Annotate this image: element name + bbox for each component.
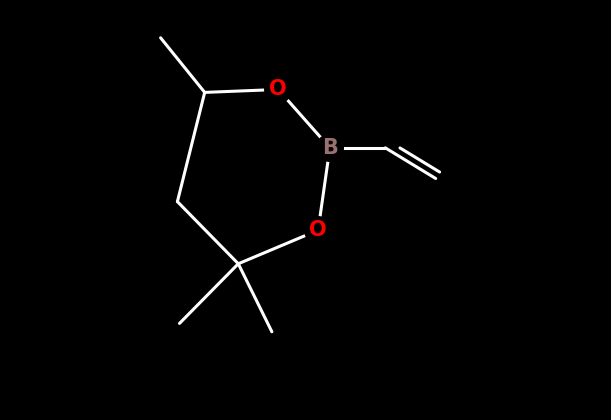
Circle shape xyxy=(305,217,332,244)
Text: O: O xyxy=(309,220,327,240)
Text: O: O xyxy=(269,79,287,100)
Circle shape xyxy=(316,134,343,161)
Text: B: B xyxy=(322,138,338,158)
Circle shape xyxy=(265,76,291,103)
